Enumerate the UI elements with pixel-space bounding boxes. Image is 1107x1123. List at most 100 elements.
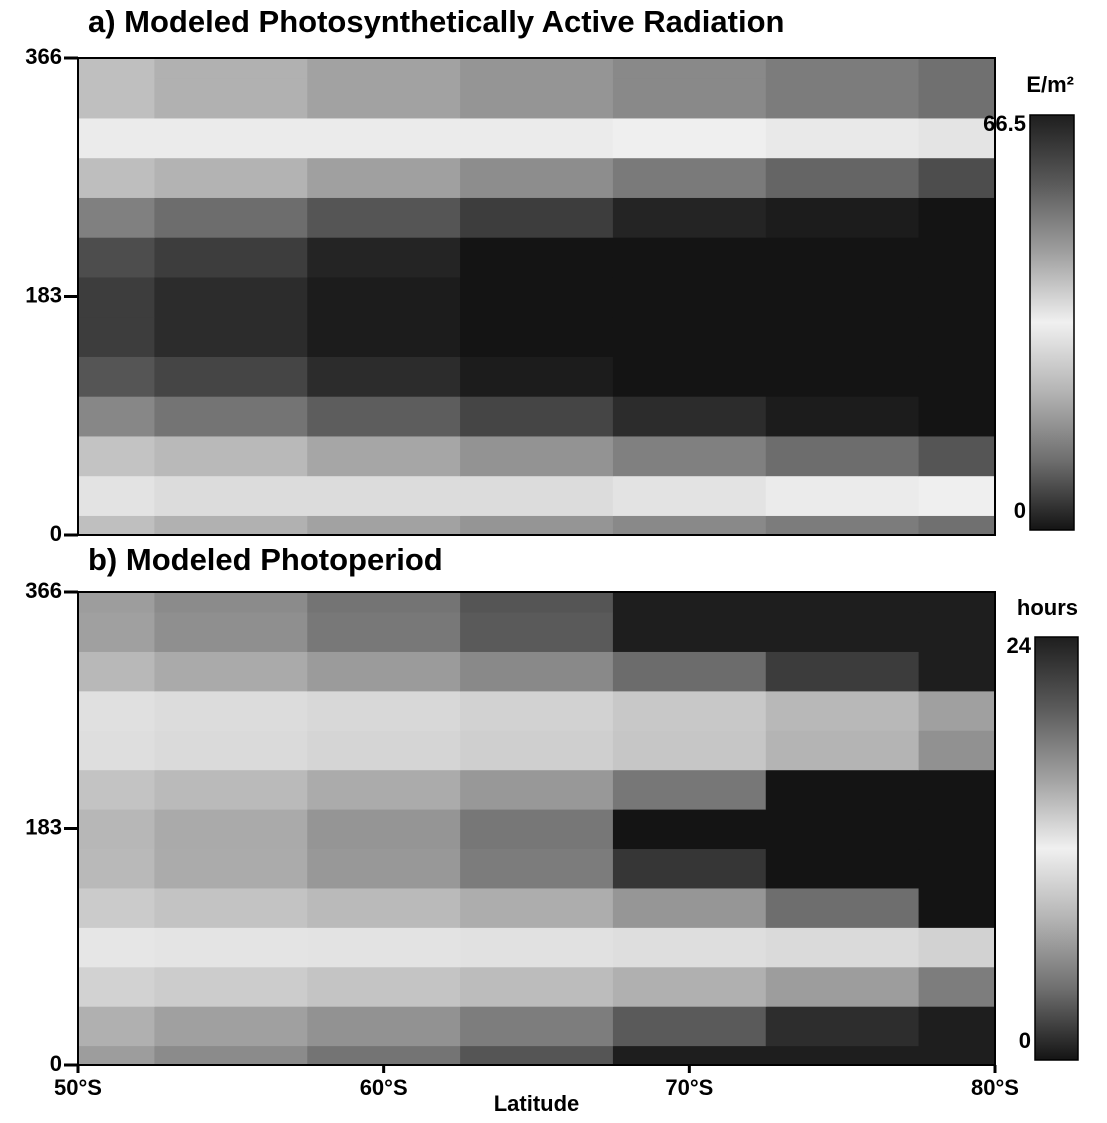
heatmap-cell xyxy=(78,966,155,1007)
heatmap-cell xyxy=(460,117,614,159)
heatmap-cell xyxy=(612,887,767,928)
heatmap-cell xyxy=(307,592,461,613)
heatmap-cell xyxy=(460,809,614,850)
heatmap-cell xyxy=(307,730,461,771)
heatmap-cell xyxy=(78,887,155,928)
heatmap-cell xyxy=(154,887,308,928)
plot-area xyxy=(78,58,995,535)
heatmap-cell xyxy=(307,927,461,968)
heatmap-cell xyxy=(154,475,308,516)
heatmap-cell xyxy=(154,58,308,79)
heatmap-cell xyxy=(78,117,155,159)
heatmap-cell xyxy=(765,612,920,652)
heatmap-cell xyxy=(460,197,614,238)
heatmap-cell xyxy=(307,78,461,119)
heatmap-cell xyxy=(78,927,155,968)
heatmap-cell xyxy=(765,592,920,613)
heatmap-cell xyxy=(307,237,461,278)
colorbar xyxy=(1029,114,1075,531)
colorbar-tick-label: 0 xyxy=(1014,498,1026,523)
heatmap-cell xyxy=(154,927,308,968)
heatmap-cell xyxy=(78,276,155,318)
heatmap-cell xyxy=(154,276,308,318)
heatmap-cell xyxy=(612,730,767,771)
heatmap-cell xyxy=(307,475,461,516)
heatmap-cell xyxy=(918,612,995,652)
heatmap-cell xyxy=(307,651,461,692)
x-tick-label: 80°S xyxy=(971,1075,1019,1100)
heatmap-cell xyxy=(78,730,155,771)
heatmap-cell xyxy=(918,769,995,810)
heatmap-cell xyxy=(612,117,767,159)
heatmap-cell xyxy=(307,58,461,79)
heatmap-cell xyxy=(765,276,920,318)
heatmap-cell xyxy=(78,1006,155,1047)
heatmap-cell xyxy=(460,651,614,692)
heatmap-cell xyxy=(918,966,995,1007)
heatmap-cell xyxy=(765,927,920,968)
colorbar-label: hours xyxy=(1017,595,1078,620)
heatmap-cell xyxy=(612,769,767,810)
heatmap-cell xyxy=(154,612,308,652)
heatmap-cell xyxy=(918,435,995,477)
colorbar-tick-label: 24 xyxy=(1007,633,1032,658)
y-tick-label: 0 xyxy=(50,1051,62,1076)
heatmap-cell xyxy=(612,809,767,850)
heatmap-cell xyxy=(154,730,308,771)
heatmap-cell xyxy=(154,515,308,535)
heatmap-cell xyxy=(154,237,308,278)
heatmap-cell xyxy=(612,356,767,397)
heatmap-cell xyxy=(307,690,461,731)
heatmap-cell xyxy=(78,690,155,731)
heatmap-cell xyxy=(460,592,614,613)
heatmap-cell xyxy=(612,157,767,198)
heatmap-cell xyxy=(612,475,767,516)
heatmap-cell xyxy=(765,117,920,159)
heatmap-cell xyxy=(78,78,155,119)
heatmap-cell xyxy=(78,612,155,652)
heatmap-cell xyxy=(307,612,461,652)
panel-title: a) Modeled Photosynthetically Active Rad… xyxy=(88,4,784,39)
y-tick-label: 183 xyxy=(25,814,62,839)
heatmap-cell xyxy=(612,966,767,1007)
heatmap-cell xyxy=(78,592,155,613)
heatmap-cell xyxy=(154,592,308,613)
heatmap-cell xyxy=(78,237,155,278)
heatmap-cell xyxy=(918,848,995,889)
heatmap-cell xyxy=(154,157,308,198)
heatmap-cell xyxy=(78,651,155,692)
heatmap-cell xyxy=(765,769,920,810)
heatmap-cell xyxy=(765,730,920,771)
heatmap-cell xyxy=(78,1045,155,1065)
heatmap-cell xyxy=(460,887,614,928)
heatmap-cell xyxy=(918,197,995,238)
colorbar xyxy=(1034,636,1079,1061)
y-tick-label: 183 xyxy=(25,282,62,307)
heatmap-cell xyxy=(154,1006,308,1047)
heatmap-cell xyxy=(918,117,995,159)
heatmap-cell xyxy=(460,157,614,198)
heatmap-cell xyxy=(612,237,767,278)
heatmap-cell xyxy=(78,809,155,850)
heatmap-cell xyxy=(154,356,308,397)
heatmap-cell xyxy=(765,316,920,357)
heatmap-cell xyxy=(154,117,308,159)
heatmap-cell xyxy=(460,356,614,397)
heatmap-cell xyxy=(307,809,461,850)
heatmap-cell xyxy=(78,316,155,357)
heatmap-cell xyxy=(78,356,155,397)
heatmap-cell xyxy=(765,1006,920,1047)
heatmap-cell xyxy=(154,809,308,850)
heatmap-cell xyxy=(307,1006,461,1047)
heatmap-cell xyxy=(307,197,461,238)
heatmap-cell xyxy=(612,515,767,535)
heatmap-cell xyxy=(307,435,461,477)
heatmap-cell xyxy=(307,117,461,159)
heatmap-cell xyxy=(765,1045,920,1065)
heatmap-cell xyxy=(307,848,461,889)
heatmap-cell xyxy=(460,237,614,278)
x-axis-label: Latitude xyxy=(494,1091,580,1116)
heatmap-cell xyxy=(460,515,614,535)
heatmap-cell xyxy=(78,58,155,79)
